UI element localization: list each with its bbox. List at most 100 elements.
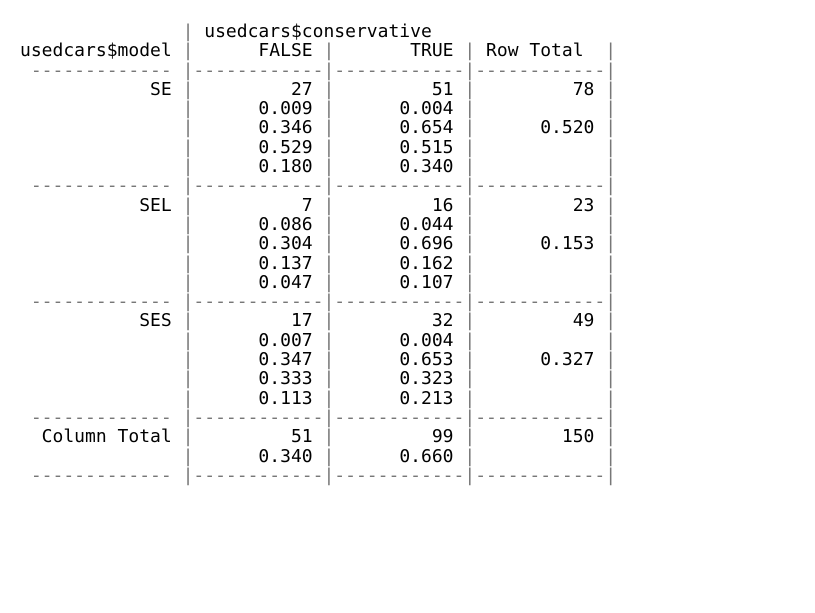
- column-divider: |: [182, 78, 194, 100]
- column-divider: |: [605, 349, 617, 371]
- column-divider: |: [464, 156, 476, 178]
- column-header-false: FALSE: [193, 40, 324, 62]
- column-divider: |: [605, 329, 617, 351]
- cell-row-total: [475, 214, 605, 235]
- column-divider: |: [323, 310, 335, 332]
- column-divider: |: [464, 329, 476, 351]
- cell-true: 0.107: [334, 271, 465, 293]
- row-variable-name: usedcars$model: [20, 40, 183, 62]
- column-divider: |: [182, 368, 194, 390]
- column-divider: |: [323, 271, 335, 293]
- dash-rule: ------------: [475, 406, 606, 428]
- column-divider: |: [182, 233, 194, 255]
- column-divider: |: [182, 387, 194, 409]
- column-divider: |: [605, 40, 617, 62]
- column-divider: |: [323, 136, 335, 158]
- column-total-label: Column Total: [20, 426, 183, 448]
- cell-true: 32: [334, 310, 465, 332]
- table-row: | 0.113 | 0.213 | |: [20, 387, 617, 409]
- cell-true: 0.323: [334, 368, 465, 390]
- spacer: [20, 156, 183, 177]
- cell-true: 51: [334, 78, 465, 100]
- column-header-true: TRUE: [334, 40, 465, 62]
- cell-false: 0.347: [193, 349, 324, 371]
- dash-rule: ------------: [334, 291, 465, 313]
- column-divider: |: [182, 156, 194, 178]
- column-divider: |: [605, 445, 617, 467]
- dash-rule: ------------: [334, 175, 465, 197]
- column-divider: |: [323, 329, 335, 351]
- table-row: | 0.333 | 0.323 | |: [20, 368, 617, 390]
- column-divider: |: [323, 78, 335, 100]
- column-divider: |: [323, 117, 335, 139]
- cell-false: 0.137: [193, 252, 324, 274]
- total-true: 0.660: [334, 445, 465, 467]
- column-divider: |: [323, 59, 335, 81]
- column-divider: |: [182, 291, 194, 313]
- cell-row-total: 0.153: [475, 233, 606, 255]
- cell-row-total: [475, 156, 605, 177]
- separator-line: ------------- |------------|------------…: [20, 292, 616, 311]
- column-divider: |: [605, 194, 617, 216]
- column-divider: |: [182, 40, 194, 62]
- column-divider: |: [323, 175, 335, 197]
- column-divider: |: [464, 175, 476, 197]
- cell-true: 0.162: [334, 252, 465, 274]
- total-false: 0.340: [193, 445, 324, 467]
- column-divider: |: [464, 194, 476, 216]
- cell-true: 0.340: [334, 156, 465, 178]
- cell-row-total: [475, 388, 605, 409]
- column-divider: |: [464, 98, 476, 120]
- cell-false: 0.009: [193, 98, 324, 120]
- cell-row-total: 23: [475, 194, 606, 216]
- cell-row-total: 0.520: [475, 117, 606, 139]
- column-divider: |: [464, 117, 476, 139]
- column-divider: |: [182, 252, 194, 274]
- column-divider: |: [464, 291, 476, 313]
- column-divider: |: [605, 387, 617, 409]
- dash-rule: -------------: [20, 464, 183, 486]
- column-divider: |: [464, 426, 476, 448]
- column-divider: |: [605, 98, 617, 120]
- spacer: [20, 214, 183, 235]
- cell-false: 0.047: [193, 271, 324, 293]
- table-row: | 0.347 | 0.653 | 0.327 |: [20, 349, 617, 371]
- header-line-1: | usedcars$conservative: [20, 22, 616, 41]
- spacer: [20, 330, 183, 351]
- column-divider: |: [605, 426, 617, 448]
- table-row: | 0.180 | 0.340 | |: [20, 156, 617, 178]
- column-divider: |: [323, 233, 335, 255]
- column-divider: |: [605, 233, 617, 255]
- column-total-row: | 0.340 | 0.660 | |: [20, 445, 617, 467]
- column-divider: |: [182, 21, 194, 42]
- table-row: | 0.086 | 0.044 | |: [20, 213, 617, 235]
- column-divider: |: [605, 175, 617, 197]
- column-divider: |: [605, 271, 617, 293]
- column-divider: |: [182, 59, 194, 81]
- cell-true: 0.213: [334, 387, 465, 409]
- cell-true: 0.696: [334, 233, 465, 255]
- dash-rule: ------------: [475, 464, 606, 486]
- row-label: SEL: [20, 194, 183, 216]
- row-label: SES: [20, 310, 183, 332]
- dash-rule: ------------: [475, 291, 606, 313]
- column-divider: |: [464, 387, 476, 409]
- column-divider: |: [605, 156, 617, 178]
- column-divider: |: [605, 59, 617, 81]
- column-divider: |: [464, 310, 476, 332]
- cell-false: 27: [193, 78, 324, 100]
- column-divider: |: [464, 213, 476, 235]
- column-divider: |: [605, 252, 617, 274]
- cell-row-total: [475, 137, 605, 158]
- column-divider: |: [182, 464, 194, 486]
- spacer: [20, 233, 183, 254]
- cell-true: 0.653: [334, 349, 465, 371]
- dash-rule: -------------: [20, 406, 183, 428]
- table-row: | 0.009 | 0.004 | |: [20, 98, 617, 120]
- column-divider: |: [464, 78, 476, 100]
- crosstable-output: | usedcars$conservative usedcars$model | …: [20, 22, 616, 485]
- column-divider: |: [323, 213, 335, 235]
- table-row: SEL | 7 | 16 | 23 |: [20, 196, 616, 215]
- column-divider: |: [182, 175, 194, 197]
- table-row: | 0.007 | 0.004 | |: [20, 329, 617, 351]
